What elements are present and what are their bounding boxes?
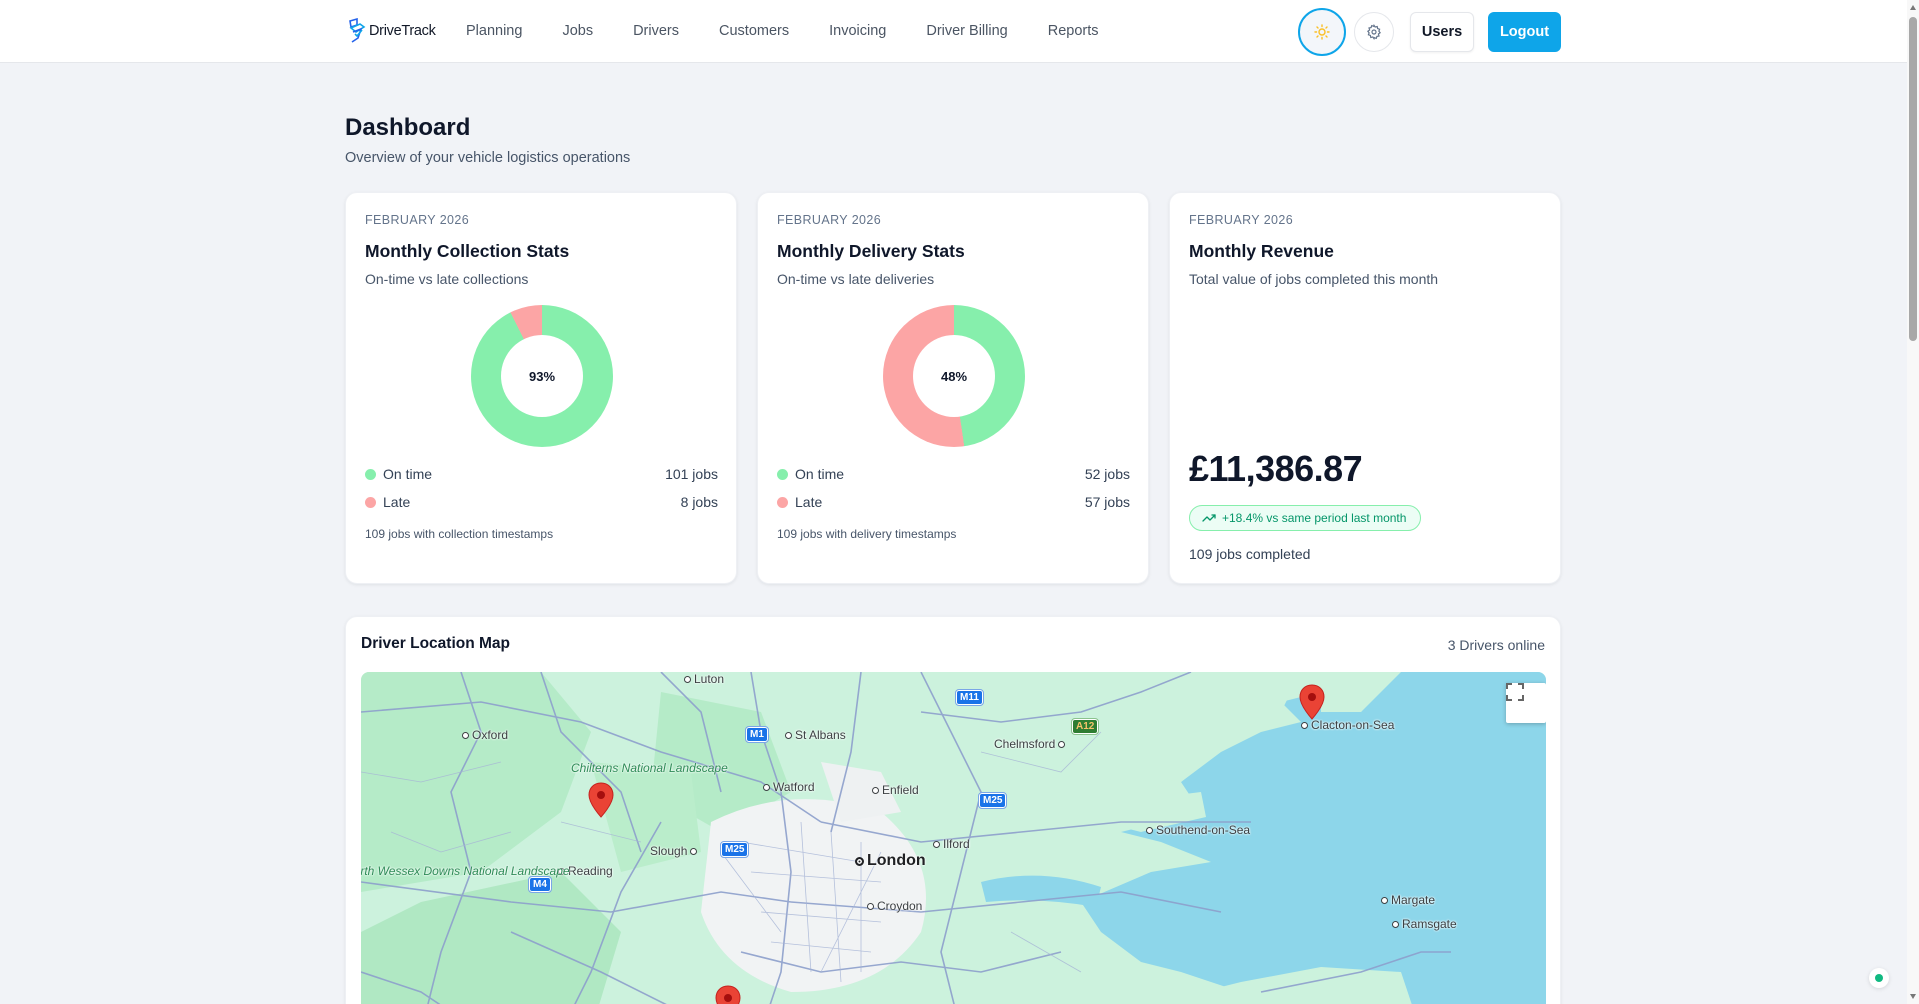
card-title: Monthly Delivery Stats <box>777 241 965 261</box>
legend-value: 52 jobs <box>1084 466 1130 482</box>
driver-location-map-card: Driver Location Map 3 Drivers online <box>345 616 1561 1004</box>
trending-up-icon <box>1202 514 1216 522</box>
map-label-margate: Margate <box>1381 893 1435 907</box>
road-shield-m11: M11 <box>955 689 984 706</box>
late-dot-icon <box>365 496 376 508</box>
map-label-ilford: Ilford <box>933 837 970 851</box>
map-terrain <box>361 672 1546 1004</box>
revenue-amount: £11,386.87 <box>1189 448 1363 489</box>
nav-link-reports[interactable]: Reports <box>1047 23 1099 39</box>
road-shield-m1: M1 <box>745 726 769 743</box>
scroll-thumb[interactable] <box>1909 17 1917 341</box>
nav-link-customers[interactable]: Customers <box>719 23 790 39</box>
map-label-north-wessex-downs: North Wessex Downs National Landscape <box>361 864 570 879</box>
card-footer: 109 jobs with delivery timestamps <box>777 527 957 541</box>
collection-donut-chart: 93% <box>471 305 613 447</box>
card-description: On-time vs late deliveries <box>777 271 935 287</box>
card-footer: 109 jobs with collection timestamps <box>365 527 554 541</box>
driver-pin-icon[interactable] <box>1299 684 1325 720</box>
brand-name: DriveTrack <box>369 23 436 39</box>
legend-label: Late <box>383 494 411 510</box>
card-description: Total value of jobs completed this month <box>1189 271 1439 287</box>
road-shield-m4: M4 <box>528 876 552 893</box>
nav-link-drivers[interactable]: Drivers <box>633 23 679 39</box>
trend-text: +18.4% vs same period last month <box>1222 511 1407 525</box>
map-label-southend-on-sea: Southend-on-Sea <box>1146 823 1250 837</box>
road-shield-m25-east: M25 <box>977 792 1008 809</box>
map-label-london: London <box>855 852 926 870</box>
map-label-st-albans: St Albans <box>785 728 846 742</box>
donut-center-label: 48% <box>913 335 995 417</box>
revenue-card: FEBRUARY 2026 Monthly Revenue Total valu… <box>1169 192 1561 584</box>
legend-value: 101 jobs <box>665 466 718 482</box>
map-label-enfield: Enfield <box>872 783 919 797</box>
theme-toggle-button[interactable] <box>1298 8 1346 56</box>
nav-actions: Users Logout <box>1298 8 1561 56</box>
nav-links: Planning Jobs Drivers Customers Invoicin… <box>466 23 1139 39</box>
nav-link-invoicing[interactable]: Invoicing <box>829 23 887 39</box>
collection-stats-card: FEBRUARY 2026 Monthly Collection Stats O… <box>345 192 737 584</box>
map-label-slough: Slough <box>650 844 698 858</box>
trend-badge: +18.4% vs same period last month <box>1189 505 1422 531</box>
map-label-croydon: Croydon <box>867 899 922 913</box>
on-time-dot-icon <box>365 468 376 480</box>
card-footer: 109 jobs completed <box>1189 546 1311 562</box>
legend-late: Late 8 jobs <box>365 493 718 511</box>
map-title: Driver Location Map <box>361 635 510 652</box>
map-label-oxford: Oxford <box>462 728 508 742</box>
sun-icon <box>1314 24 1330 40</box>
legend-label: Late <box>795 494 823 510</box>
fullscreen-icon <box>1506 683 1524 701</box>
legend-late: Late 57 jobs <box>777 493 1130 511</box>
map-label-luton: Luton <box>684 672 724 686</box>
connection-status-indicator[interactable] <box>1869 968 1889 988</box>
card-period: FEBRUARY 2026 <box>365 213 470 227</box>
scroll-down-arrow-icon[interactable] <box>1910 994 1916 999</box>
settings-button[interactable] <box>1354 12 1394 52</box>
card-period: FEBRUARY 2026 <box>1189 213 1294 227</box>
legend-on-time: On time 52 jobs <box>777 465 1130 483</box>
map-fullscreen-button[interactable] <box>1506 683 1546 723</box>
donut-center-label: 93% <box>501 335 583 417</box>
driver-pin-icon[interactable] <box>588 782 614 818</box>
map-label-reading: Reading <box>558 864 613 878</box>
legend-value: 8 jobs <box>680 494 718 510</box>
driver-pin-icon[interactable] <box>715 985 741 1004</box>
drivers-online-count: 3 Drivers online <box>1447 637 1545 653</box>
map-label-ramsgate: Ramsgate <box>1392 917 1457 931</box>
map-view[interactable]: Luton Oxford St Albans Chelmsford Clacto… <box>361 672 1546 1004</box>
map-label-clacton-on-sea: Clacton-on-Sea <box>1301 718 1394 732</box>
users-button[interactable]: Users <box>1410 12 1474 52</box>
card-description: On-time vs late collections <box>365 271 529 287</box>
map-label-watford: Watford <box>763 780 815 794</box>
logout-button[interactable]: Logout <box>1488 12 1561 52</box>
delivery-stats-card: FEBRUARY 2026 Monthly Delivery Stats On-… <box>757 192 1149 584</box>
map-label-chilterns: Chilterns National Landscape <box>571 761 728 775</box>
page-scrollbar[interactable] <box>1907 0 1919 1004</box>
road-shield-a12: A12 <box>1070 718 1100 735</box>
card-title: Monthly Revenue <box>1189 241 1334 261</box>
legend-on-time: On time 101 jobs <box>365 465 718 483</box>
on-time-dot-icon <box>777 468 788 480</box>
late-dot-icon <box>777 496 788 508</box>
nav-link-jobs[interactable]: Jobs <box>562 23 594 39</box>
road-shield-m25-west: M25 <box>719 841 750 858</box>
online-status-dot-icon <box>1875 974 1883 982</box>
nav-link-planning[interactable]: Planning <box>466 23 523 39</box>
page-title: Dashboard <box>345 114 471 141</box>
delivery-donut-chart: 48% <box>883 305 1025 447</box>
gear-icon <box>1367 24 1381 40</box>
legend-value: 57 jobs <box>1084 494 1130 510</box>
card-title: Monthly Collection Stats <box>365 241 570 261</box>
top-navigation: DriveTrack Planning Jobs Drivers Custome… <box>0 0 1907 63</box>
page-subtitle: Overview of your vehicle logistics opera… <box>345 150 631 166</box>
brand[interactable]: DriveTrack <box>348 18 436 44</box>
legend-label: On time <box>795 466 845 482</box>
map-label-chelmsford: Chelmsford <box>994 737 1066 751</box>
legend-label: On time <box>383 466 433 482</box>
card-period: FEBRUARY 2026 <box>777 213 882 227</box>
drivetrack-logo-icon <box>349 18 366 43</box>
nav-link-driver-billing[interactable]: Driver Billing <box>926 23 1008 39</box>
scroll-up-arrow-icon[interactable] <box>1910 5 1916 10</box>
